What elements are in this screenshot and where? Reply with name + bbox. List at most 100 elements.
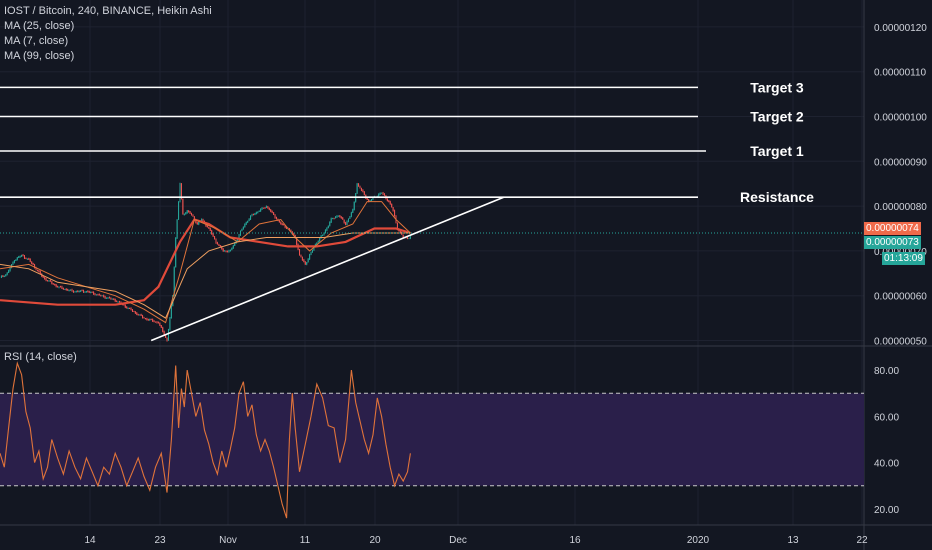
candle-body [106,297,108,299]
candle-body [201,219,203,221]
candle-body [34,264,36,268]
candle-body [182,198,184,215]
candle-body [275,217,277,220]
candle-body [242,227,244,229]
candle-body [273,212,275,215]
candle-body [313,247,315,251]
candle-body [84,291,86,293]
time-tick-label: 20 [369,535,381,546]
candle-body [39,271,41,274]
ma-7-label[interactable]: MA (7, close) [4,35,69,47]
candle-body [319,237,321,241]
candle-body [51,281,53,284]
candle-body [85,291,87,293]
candle-body [340,217,342,219]
candle-body [261,207,263,210]
price-tick-label: 0.00000100 [874,112,927,123]
ma-25-label[interactable]: MA (25, close) [4,20,75,32]
candle-body [209,227,211,231]
time-axis[interactable]: 14 23 Nov 11 20 Dec 16 2020 13 22 [84,535,868,546]
candle-body [221,246,223,250]
candle-body [281,224,283,226]
candle-body [368,199,370,202]
candle-body [25,257,27,259]
candle-body [358,183,360,186]
symbol-title[interactable]: IOST / Bitcoin, 240, BINANCE, Heikin Ash… [4,5,212,17]
price-tick-label: 0.00000060 [874,292,927,303]
candle-body [101,295,103,297]
time-tick-label: 11 [300,535,311,546]
candle-body [155,321,157,323]
candle-body [21,254,23,257]
rsi-tick-label: 40.00 [874,459,899,470]
candle-body [322,234,324,236]
candle-body [191,213,193,215]
candle-body [316,242,318,245]
candle-body [31,261,33,264]
candle-body [286,227,288,229]
candle-body [167,329,169,341]
rsi-indicator-label[interactable]: RSI (14, close) [4,351,77,363]
candle-body [263,207,265,209]
candle-body [107,297,109,299]
candle-body [306,262,308,265]
candle-body [336,215,338,218]
candle-body [366,198,368,200]
candle-body [317,240,319,243]
time-tick-label: 23 [154,535,166,546]
rsi-plot [0,361,864,519]
candle-body [202,219,204,221]
candle-body [388,200,390,202]
candle-body [44,277,46,279]
candle-body [81,290,83,292]
candle-body [52,283,54,285]
candle-body [95,294,97,296]
candle-body [61,286,63,289]
candle-body [3,276,5,278]
candle-body [87,291,89,293]
level-label: Target 2 [750,108,804,124]
level-label: Target 3 [750,79,804,95]
time-tick-label: 14 [84,535,96,546]
candle-body [195,219,197,223]
candle-body [117,301,119,303]
candle-body [211,230,213,234]
candle-body [127,308,129,310]
candle-body [303,259,305,262]
candle-body [57,286,59,288]
candle-body [74,291,76,293]
candle-body [110,298,112,300]
candle-body [68,290,70,292]
candle-body [268,207,270,210]
candle-body [290,229,292,233]
rsi-tick-label: 60.00 [874,412,899,423]
candle-body [12,262,14,265]
candle-body [54,284,56,286]
candle-body [166,337,168,341]
candle-body [62,288,64,290]
candle-body [238,234,240,239]
candle-body [356,183,358,194]
candle-body [156,321,158,323]
candle-body [216,242,218,245]
candle-body [0,276,2,278]
candle-body [36,269,38,271]
time-tick-label: Nov [219,535,237,546]
candle-body [379,193,381,195]
ma-99-label[interactable]: MA (99, close) [4,50,75,62]
candle-body [45,278,47,281]
candle-body [28,258,30,260]
rsi-axis[interactable]: 80.00 60.00 40.00 20.00 [874,366,899,516]
candle-body [2,276,4,278]
candle-body [396,222,398,230]
candle-body [173,267,175,296]
candle-body [225,250,227,252]
candle-body [342,217,344,220]
candle-body [72,291,74,293]
time-tick-label: Dec [449,535,467,546]
candle-body [163,331,165,336]
candle-body [143,317,145,319]
candle-body [280,222,282,225]
candle-body [247,220,249,223]
